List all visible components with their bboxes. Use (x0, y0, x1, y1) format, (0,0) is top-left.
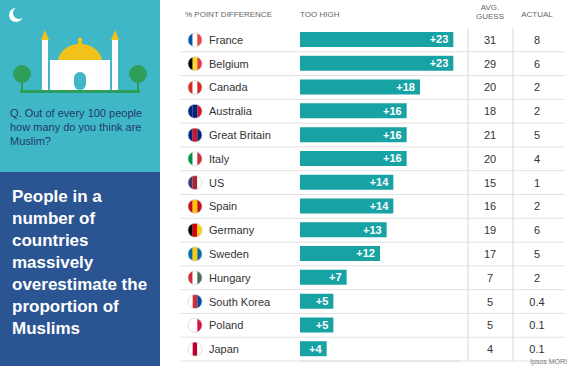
svg-text:5: 5 (487, 296, 493, 308)
svg-text:+16: +16 (383, 105, 402, 117)
svg-text:8: 8 (534, 34, 540, 46)
svg-text:20: 20 (484, 153, 496, 165)
svg-text:6: 6 (534, 58, 540, 70)
svg-text:US: US (209, 177, 224, 189)
svg-text:4: 4 (487, 343, 493, 355)
svg-text:Sweden: Sweden (209, 248, 249, 260)
svg-text:Canada: Canada (209, 81, 248, 93)
svg-text:21: 21 (484, 129, 496, 141)
svg-text:31: 31 (484, 34, 496, 46)
svg-text:+12: +12 (356, 247, 375, 259)
svg-text:17: 17 (484, 248, 496, 260)
svg-text:6: 6 (534, 224, 540, 236)
html-text:Q. Out of every 100 people how: Q. Out of every 100 people how many do y… (10, 107, 143, 147)
svg-text:+4: +4 (309, 343, 322, 355)
svg-text:Hungary: Hungary (209, 272, 251, 284)
svg-text:Belgium: Belgium (209, 58, 249, 70)
svg-text:0.4: 0.4 (529, 296, 544, 308)
svg-text:18: 18 (484, 105, 496, 117)
svg-text:+5: +5 (316, 295, 329, 307)
svg-text:Germany: Germany (209, 224, 255, 236)
html-text:TOO HIGH: TOO HIGH (300, 10, 340, 19)
svg-text:+5: +5 (316, 319, 329, 331)
svg-text:5: 5 (487, 319, 493, 331)
svg-text:2: 2 (534, 105, 540, 117)
svg-text:5: 5 (534, 129, 540, 141)
svg-text:+13: +13 (363, 224, 382, 236)
svg-text:+14: +14 (370, 200, 390, 212)
svg-text:29: 29 (484, 58, 496, 70)
html-text:% POINT DIFFERENCE: % POINT DIFFERENCE (185, 10, 272, 19)
svg-text:7: 7 (487, 272, 493, 284)
html-text:ACTUAL: ACTUAL (521, 10, 553, 19)
svg-text:20: 20 (484, 81, 496, 93)
svg-text:1: 1 (534, 177, 540, 189)
svg-text:0.1: 0.1 (529, 319, 544, 331)
svg-text:+23: +23 (430, 57, 449, 69)
svg-text:2: 2 (534, 200, 540, 212)
html-text:Ipsos MORI: Ipsos MORI (530, 358, 567, 365)
svg-text:2: 2 (534, 272, 540, 284)
svg-text:+7: +7 (329, 271, 342, 283)
svg-text:Japan: Japan (209, 343, 239, 355)
svg-text:19: 19 (484, 224, 496, 236)
svg-text:France: France (209, 34, 243, 46)
svg-text:+16: +16 (383, 152, 402, 164)
svg-text:Spain: Spain (209, 200, 237, 212)
svg-text:4: 4 (534, 153, 540, 165)
svg-text:Australia: Australia (209, 105, 253, 117)
html-text:People in a number of countrie: People in a number of countries massivel… (12, 187, 148, 338)
svg-text:+18: +18 (396, 81, 415, 93)
svg-text:16: 16 (484, 200, 496, 212)
svg-text:0.1: 0.1 (529, 343, 544, 355)
html-text:AVG. GUESS: AVG. GUESS (476, 3, 504, 21)
svg-text:+14: +14 (370, 176, 390, 188)
svg-text:2: 2 (534, 81, 540, 93)
svg-text:+16: +16 (383, 129, 402, 141)
svg-text:+23: +23 (430, 33, 449, 45)
svg-text:Italy: Italy (209, 153, 230, 165)
svg-text:15: 15 (484, 177, 496, 189)
svg-text:5: 5 (534, 248, 540, 260)
svg-text:South Korea: South Korea (209, 296, 271, 308)
svg-text:Great Britain: Great Britain (209, 129, 271, 141)
svg-text:Poland: Poland (209, 319, 243, 331)
